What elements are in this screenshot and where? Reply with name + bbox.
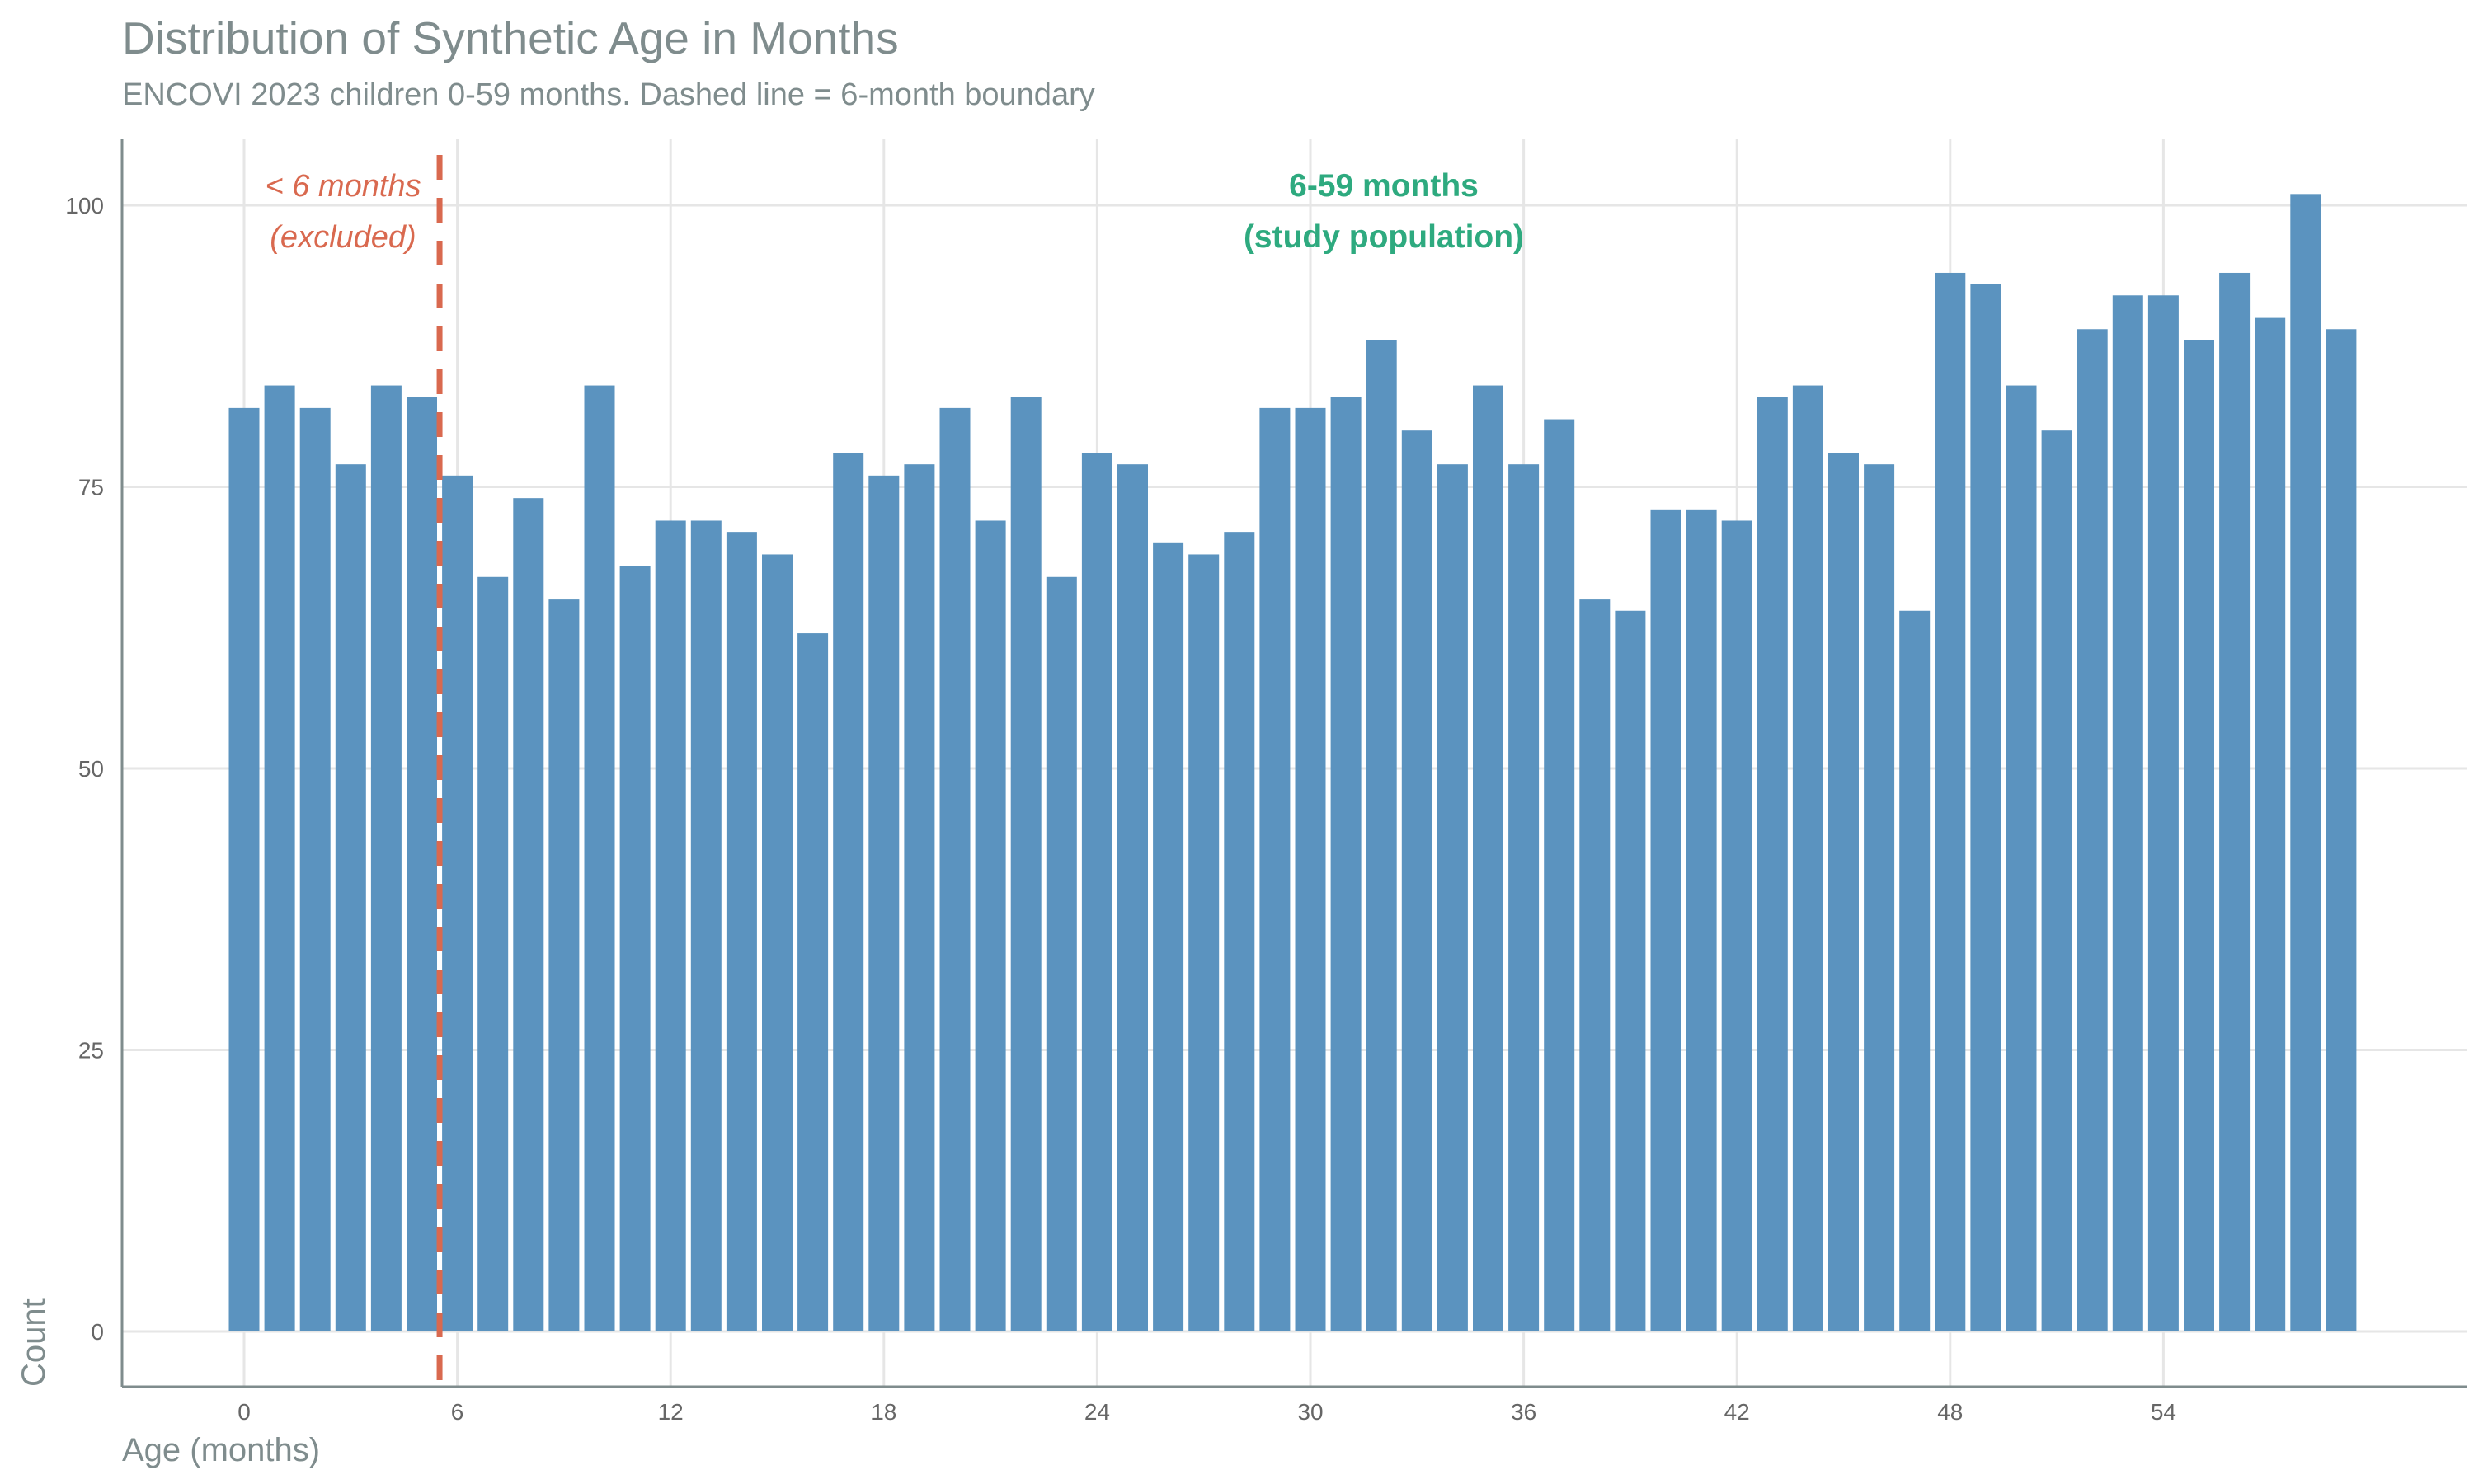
bar-age-24 <box>1081 453 1112 1331</box>
y-tick-label: 50 <box>78 756 104 782</box>
x-tick-label: 36 <box>1511 1399 1536 1425</box>
x-tick-label: 48 <box>1937 1399 1963 1425</box>
bar-age-21 <box>975 520 1006 1331</box>
bar-age-15 <box>762 554 793 1331</box>
bar-age-2 <box>299 407 331 1331</box>
x-axis-title: Age (months) <box>122 1432 320 1468</box>
bar-age-45 <box>1828 453 1859 1331</box>
bar-age-32 <box>1366 340 1397 1331</box>
bar-age-11 <box>619 566 651 1331</box>
bar-age-16 <box>797 633 829 1331</box>
chart-title: Distribution of Synthetic Age in Months <box>122 12 899 63</box>
x-tick-label: 12 <box>658 1399 684 1425</box>
bar-age-20 <box>939 407 971 1331</box>
bar-age-31 <box>1330 397 1362 1332</box>
annotation-study-line1: 6-59 months <box>1289 168 1479 204</box>
bar-age-29 <box>1259 407 1291 1331</box>
x-tick-label: 18 <box>871 1399 896 1425</box>
bar-age-17 <box>833 453 864 1331</box>
bar-age-14 <box>726 532 757 1331</box>
bar-age-9 <box>548 599 580 1331</box>
bar-age-43 <box>1757 397 1788 1332</box>
bar-age-12 <box>655 520 686 1331</box>
bar-age-28 <box>1224 532 1255 1331</box>
bar-age-30 <box>1295 407 1326 1331</box>
bar-age-4 <box>370 385 402 1331</box>
bar-age-48 <box>1935 272 1966 1332</box>
bar-age-7 <box>477 576 509 1331</box>
bar-age-22 <box>1010 397 1042 1332</box>
bar-age-41 <box>1686 509 1717 1331</box>
x-tick-label: 30 <box>1297 1399 1323 1425</box>
bar-age-6 <box>442 475 473 1331</box>
bar-age-13 <box>690 520 722 1331</box>
bar-age-3 <box>335 464 366 1332</box>
bar-age-58 <box>2290 194 2321 1332</box>
bar-age-42 <box>1721 520 1752 1331</box>
bar-age-23 <box>1046 576 1077 1331</box>
annotation-excluded-line1: < 6 months <box>265 169 421 204</box>
annotation-study-line2: (study population) <box>1244 219 1524 255</box>
bar-age-55 <box>2184 340 2214 1331</box>
y-axis-title: Count <box>16 1298 52 1387</box>
bar-age-5 <box>407 397 437 1332</box>
bar-age-57 <box>2255 317 2286 1332</box>
bar-age-54 <box>2147 295 2179 1331</box>
bar-age-47 <box>1899 610 1931 1331</box>
bar-age-39 <box>1615 610 1646 1331</box>
bar-age-18 <box>868 475 900 1331</box>
bar-age-1 <box>264 385 295 1331</box>
bar-age-50 <box>2006 385 2037 1331</box>
x-tick-label: 42 <box>1724 1399 1750 1425</box>
annotation-excluded-line2: (excluded) <box>270 220 416 255</box>
bar-age-36 <box>1508 464 1540 1332</box>
bar-age-38 <box>1579 599 1611 1331</box>
bar-age-27 <box>1188 554 1220 1331</box>
bar-age-0 <box>228 407 260 1331</box>
bar-age-25 <box>1117 464 1148 1332</box>
bar-age-44 <box>1792 385 1823 1331</box>
bar-age-8 <box>513 498 544 1331</box>
bar-age-59 <box>2326 329 2357 1331</box>
y-tick-label: 100 <box>65 193 104 218</box>
bar-age-40 <box>1650 509 1681 1331</box>
bar-age-34 <box>1437 464 1468 1332</box>
bar-age-33 <box>1401 430 1432 1332</box>
x-tick-label: 24 <box>1084 1399 1110 1425</box>
x-tick-label: 0 <box>238 1399 251 1425</box>
bar-age-51 <box>2041 430 2072 1332</box>
chart-subtitle: ENCOVI 2023 children 0-59 months. Dashed… <box>122 77 1095 112</box>
x-tick-label: 54 <box>2151 1399 2176 1425</box>
y-tick-label: 75 <box>78 475 104 500</box>
bar-age-10 <box>584 385 615 1331</box>
y-tick-label: 25 <box>78 1038 104 1064</box>
x-tick-label: 6 <box>451 1399 464 1425</box>
bar-age-53 <box>2112 295 2143 1331</box>
bar-age-46 <box>1864 464 1895 1332</box>
bar-age-26 <box>1153 542 1184 1331</box>
bar-age-49 <box>1970 284 2001 1331</box>
y-tick-label: 0 <box>91 1319 104 1345</box>
bar-age-56 <box>2219 272 2251 1332</box>
bar-age-52 <box>2077 329 2108 1331</box>
bar-age-19 <box>904 464 935 1332</box>
bar-age-37 <box>1544 419 1575 1331</box>
bar-age-35 <box>1473 385 1503 1331</box>
